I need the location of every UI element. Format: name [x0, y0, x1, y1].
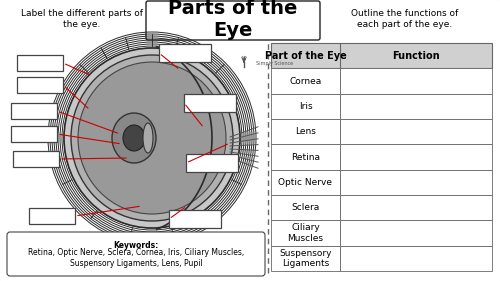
- Text: Keywords:: Keywords:: [114, 241, 158, 250]
- Text: Part of the Eye: Part of the Eye: [264, 51, 346, 61]
- Text: Label the different parts of
the eye.: Label the different parts of the eye.: [21, 9, 143, 29]
- FancyBboxPatch shape: [29, 208, 75, 224]
- FancyBboxPatch shape: [271, 43, 492, 68]
- Text: Suspensory
Ligaments: Suspensory Ligaments: [279, 249, 332, 268]
- Text: Cornea: Cornea: [290, 76, 322, 85]
- Ellipse shape: [123, 125, 145, 151]
- FancyBboxPatch shape: [340, 68, 492, 94]
- Text: Iris: Iris: [298, 102, 312, 111]
- Text: Function: Function: [392, 51, 440, 61]
- FancyBboxPatch shape: [17, 77, 63, 93]
- FancyBboxPatch shape: [271, 220, 340, 246]
- Text: Simply Science: Simply Science: [256, 62, 293, 67]
- FancyBboxPatch shape: [340, 94, 492, 119]
- FancyBboxPatch shape: [186, 154, 238, 172]
- Text: Optic Nerve: Optic Nerve: [278, 178, 332, 187]
- Ellipse shape: [71, 55, 233, 221]
- Text: Retina, Optic Nerve, Sclera, Cornea, Iris, Ciliary Muscles,
Suspensory Ligaments: Retina, Optic Nerve, Sclera, Cornea, Iri…: [28, 248, 244, 268]
- Text: Retina: Retina: [291, 153, 320, 162]
- Ellipse shape: [112, 113, 156, 163]
- FancyBboxPatch shape: [340, 195, 492, 220]
- FancyBboxPatch shape: [271, 246, 340, 271]
- Text: Parts of the
Eye: Parts of the Eye: [168, 0, 298, 40]
- Ellipse shape: [78, 62, 226, 214]
- FancyBboxPatch shape: [340, 246, 492, 271]
- Text: Sclera: Sclera: [292, 203, 320, 212]
- FancyBboxPatch shape: [340, 119, 492, 144]
- Ellipse shape: [143, 123, 153, 153]
- FancyBboxPatch shape: [11, 103, 57, 119]
- FancyBboxPatch shape: [271, 119, 340, 144]
- FancyBboxPatch shape: [271, 94, 340, 119]
- FancyBboxPatch shape: [271, 195, 340, 220]
- FancyBboxPatch shape: [340, 170, 492, 195]
- FancyBboxPatch shape: [271, 68, 340, 94]
- FancyBboxPatch shape: [340, 144, 492, 170]
- FancyBboxPatch shape: [11, 126, 57, 142]
- FancyBboxPatch shape: [7, 232, 265, 276]
- FancyBboxPatch shape: [271, 170, 340, 195]
- FancyBboxPatch shape: [271, 144, 340, 170]
- Text: Outline the functions of
each part of the eye.: Outline the functions of each part of th…: [352, 9, 459, 29]
- FancyBboxPatch shape: [13, 151, 59, 167]
- FancyBboxPatch shape: [340, 220, 492, 246]
- Text: Ciliary
Muscles: Ciliary Muscles: [288, 223, 324, 243]
- FancyBboxPatch shape: [159, 44, 211, 62]
- Text: Lens: Lens: [295, 127, 316, 136]
- FancyBboxPatch shape: [169, 210, 221, 228]
- FancyBboxPatch shape: [146, 1, 320, 40]
- FancyBboxPatch shape: [17, 55, 63, 71]
- Ellipse shape: [64, 48, 240, 228]
- FancyBboxPatch shape: [184, 94, 236, 112]
